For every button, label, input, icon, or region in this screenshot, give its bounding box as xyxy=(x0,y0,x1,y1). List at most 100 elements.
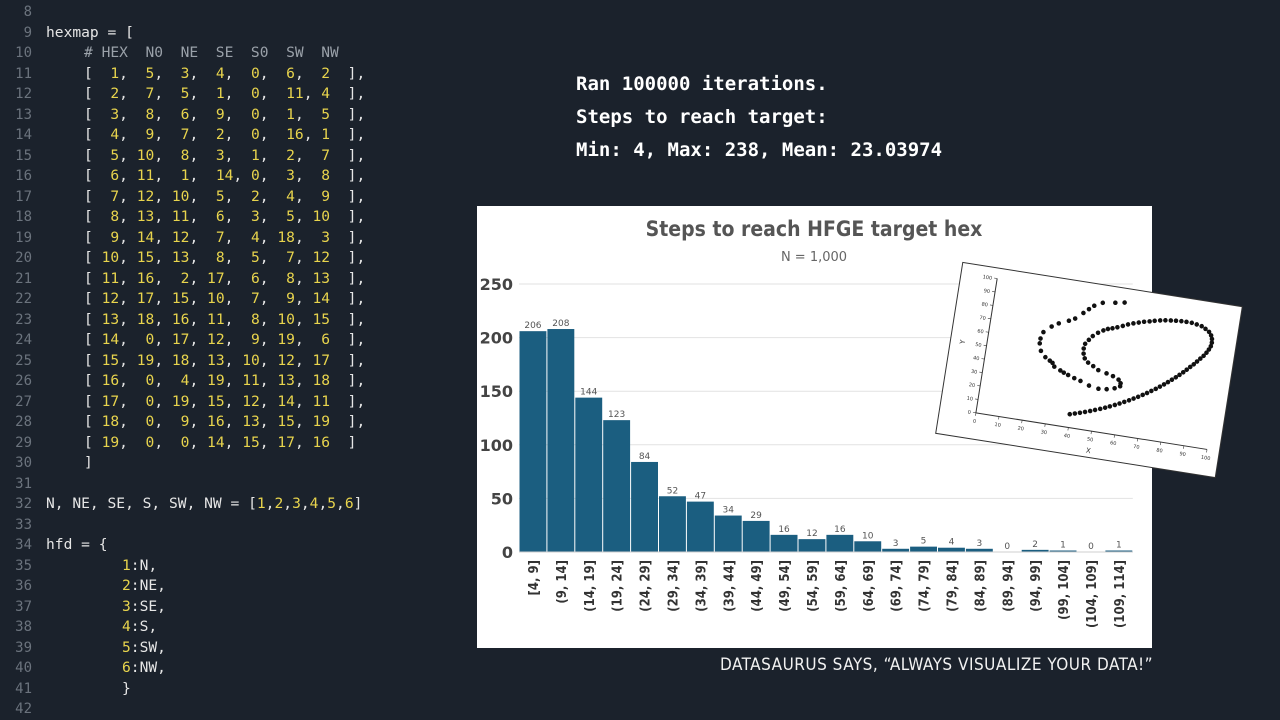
scatter-point xyxy=(1189,320,1195,326)
bar-value-label: 144 xyxy=(580,388,597,398)
scatter-point xyxy=(1105,326,1111,332)
histogram-bar xyxy=(938,547,965,552)
x-tick-label: 60 xyxy=(1110,440,1117,447)
line-number: 8 xyxy=(23,4,32,20)
scatter-point xyxy=(1136,320,1142,325)
code-line: 6:NW, xyxy=(122,659,166,676)
scatter-point xyxy=(1101,328,1106,333)
bar-value-label: 123 xyxy=(608,410,625,420)
scatter-point xyxy=(1157,318,1163,323)
histogram-bar xyxy=(742,520,770,552)
scatter-point xyxy=(1038,348,1044,354)
scatter-point xyxy=(1091,303,1097,309)
scatter-point xyxy=(1122,300,1127,305)
code-line: [ 10, 15, 13, 8, 5, 7, 12 ], xyxy=(84,249,366,266)
bar-value-label: 2 xyxy=(1032,540,1038,550)
histogram-bar xyxy=(575,397,603,552)
scatter-point xyxy=(1071,375,1077,381)
code-line: } xyxy=(122,679,131,697)
scatter-point xyxy=(1206,329,1212,335)
bar-value-label: 12 xyxy=(806,529,817,539)
line-number: 21 xyxy=(15,270,32,287)
bar-value-label: 16 xyxy=(834,525,846,535)
scatter-point xyxy=(1131,321,1136,326)
scatter-point xyxy=(1077,410,1083,416)
code-line: # HEX N0 NE SE S0 SW NW xyxy=(84,44,339,61)
line-number: 20 xyxy=(15,250,32,266)
x-tick-label: (74, 79] xyxy=(918,560,933,612)
x-tick-label: 0 xyxy=(972,419,976,425)
scatter-point xyxy=(1082,409,1088,415)
scatter-point xyxy=(1090,363,1096,369)
bar-value-label: 10 xyxy=(862,531,874,541)
scatter-point xyxy=(1061,370,1067,375)
line-number: 28 xyxy=(15,414,32,430)
scatter-point xyxy=(1203,326,1208,332)
y-tick-label: 20 xyxy=(968,382,975,389)
scatter-point xyxy=(1125,322,1131,327)
y-tick-label: 60 xyxy=(977,328,984,335)
line-number: 29 xyxy=(15,434,32,451)
line-number: 34 xyxy=(15,537,32,553)
code-line: N, NE, SE, S, SW, NW = [1,2,3,4,5,6] xyxy=(46,495,363,512)
scatter-point xyxy=(1085,360,1091,365)
scatter-point xyxy=(1090,333,1096,339)
scatter-point xyxy=(1140,392,1145,398)
code-line: [ 9, 14, 12, 7, 4, 18, 3 ], xyxy=(84,228,366,246)
x-tick-label: (59, 64] xyxy=(834,560,849,612)
x-tick-label: 10 xyxy=(994,422,1001,429)
scatter-point xyxy=(1081,346,1087,351)
x-tick-label: (19, 24] xyxy=(611,560,626,612)
x-tick-label: (109, 114] xyxy=(1113,560,1128,628)
scatter-point xyxy=(1096,386,1101,392)
scatter-point xyxy=(1038,336,1043,341)
scatter-point xyxy=(1131,396,1136,401)
bar-value-label: 208 xyxy=(552,319,569,329)
bar-value-label: 5 xyxy=(921,537,927,547)
x-tick-label: (64, 69] xyxy=(862,560,877,612)
x-tick-label: 40 xyxy=(1063,433,1070,440)
code-line: 5:SW, xyxy=(122,638,166,656)
code-line: [ 3, 8, 6, 9, 0, 1, 5 ], xyxy=(84,105,366,123)
x-tick-label: (44, 49] xyxy=(750,560,765,612)
y-tick-label: 250 xyxy=(480,275,513,294)
scatter-point xyxy=(1067,411,1073,417)
code-editor[interactable]: hexmap = [# HEX N0 NE SE S0 SW NW [ 1, 5,… xyxy=(46,0,466,720)
x-tick-label: (39, 44] xyxy=(722,560,737,612)
line-number-gutter: 8 9 10 11 12 13 14 15 16 17 18 19 20 21 22 23 24 25 26 27 28… xyxy=(0,0,38,720)
y-tick-label: 30 xyxy=(970,369,977,376)
code-line: [ 8, 13, 11, 6, 3, 5, 10 ], xyxy=(84,208,366,225)
code-line: [ 18, 0, 9, 16, 13, 15, 19 ], xyxy=(84,413,366,430)
scatter-point xyxy=(1141,319,1147,325)
code-line: 1:N, xyxy=(122,556,158,574)
scatter-point xyxy=(1126,398,1132,403)
scatter-point xyxy=(1198,356,1203,361)
scatter-point xyxy=(1173,375,1179,380)
scatter-point xyxy=(1037,341,1043,346)
datasaurus-caption: DATASAURUS SAYS, “ALWAYS VISUALIZE YOUR … xyxy=(720,655,1154,675)
line-number: 22 xyxy=(15,291,32,307)
line-number: 38 xyxy=(15,619,32,635)
scatter-point xyxy=(1092,407,1098,413)
line-number: 18 xyxy=(15,209,32,225)
x-tick-label: (104, 109] xyxy=(1085,560,1100,628)
scatter-point xyxy=(1072,316,1078,321)
scatter-point xyxy=(1056,321,1062,326)
code-line: 2:NE, xyxy=(122,577,166,594)
code-line: [ 17, 0, 19, 15, 12, 14, 11 ], xyxy=(84,392,366,410)
scatter-point xyxy=(1097,406,1103,412)
bar-value-label: 3 xyxy=(976,539,982,549)
histogram-bar xyxy=(1049,550,1077,552)
histogram-bar xyxy=(519,331,547,552)
line-number: 36 xyxy=(15,578,32,594)
scatter-point xyxy=(1086,383,1092,388)
scatter-point xyxy=(1184,319,1189,325)
scatter-point xyxy=(1065,372,1071,378)
line-number: 15 xyxy=(15,147,32,164)
code-line: [ 12, 17, 15, 10, 7, 9, 14 ], xyxy=(84,290,366,307)
scatter-point xyxy=(1169,377,1175,383)
code-line: [ 11, 16, 2, 17, 6, 8, 13 ], xyxy=(84,269,366,287)
x-tick-label: 90 xyxy=(1179,451,1186,458)
line-number: 12 xyxy=(15,86,32,102)
bar-value-label: 1 xyxy=(1060,541,1066,551)
